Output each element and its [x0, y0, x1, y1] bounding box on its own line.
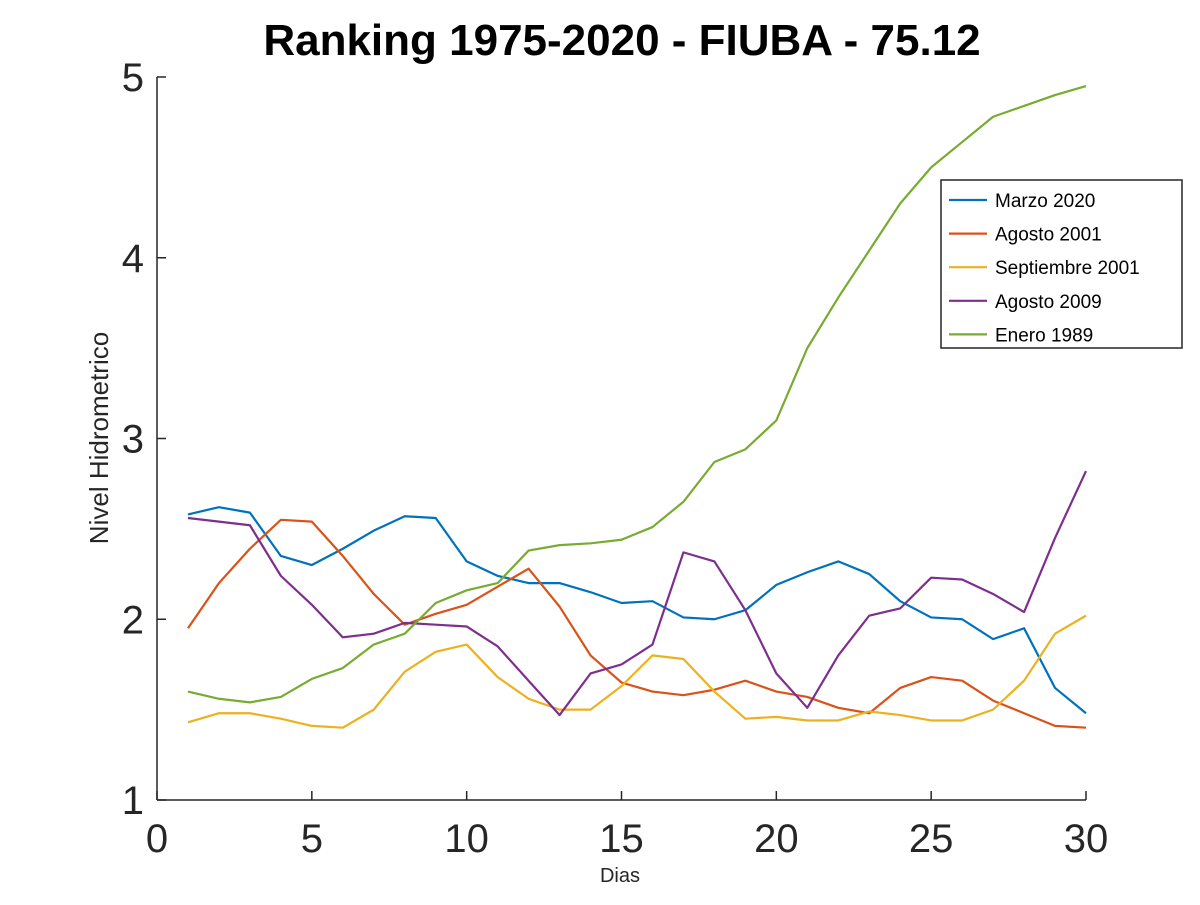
series-line: [187, 84, 1087, 704]
x-tick-label: 30: [1064, 817, 1109, 861]
y-tick-label: 4: [122, 237, 144, 281]
x-tick-label: 20: [754, 817, 799, 861]
legend-label: Septiembre 2001: [995, 258, 1140, 279]
series-line: [187, 470, 1087, 717]
y-axis-label: Nivel Hidrometrico: [84, 332, 114, 544]
legend-label: Agosto 2001: [995, 225, 1102, 246]
legend-label: Enero 1989: [995, 325, 1093, 346]
series-lines: [187, 84, 1087, 729]
series-line: [187, 614, 1087, 729]
y-tick-label: 1: [122, 779, 144, 823]
x-tick-label: 15: [599, 817, 644, 861]
x-tick-label: 0: [146, 817, 168, 861]
x-axis-label: Dias: [600, 865, 640, 887]
axes: 0 5 10 15 20 25 30 1 2 3 4 5: [122, 56, 1109, 861]
x-tick-label: 25: [909, 817, 954, 861]
y-tick-label: 5: [122, 56, 144, 100]
y-tick-label: 2: [122, 598, 144, 642]
x-tick-label: 10: [444, 817, 489, 861]
x-tick-label: 5: [301, 817, 323, 861]
legend-label: Marzo 2020: [995, 191, 1095, 212]
legend-box: [940, 179, 1183, 349]
y-tick-label: 3: [122, 418, 144, 462]
series-line: [187, 518, 1087, 729]
series-line: [187, 506, 1087, 715]
legend: Marzo 2020 Agosto 2001 Septiembre 2001 Agos…: [940, 179, 1183, 349]
chart-title: Ranking 1975-2020 - FIUBA - 75.12: [263, 16, 980, 65]
legend-label: Agosto 2009: [995, 292, 1102, 313]
